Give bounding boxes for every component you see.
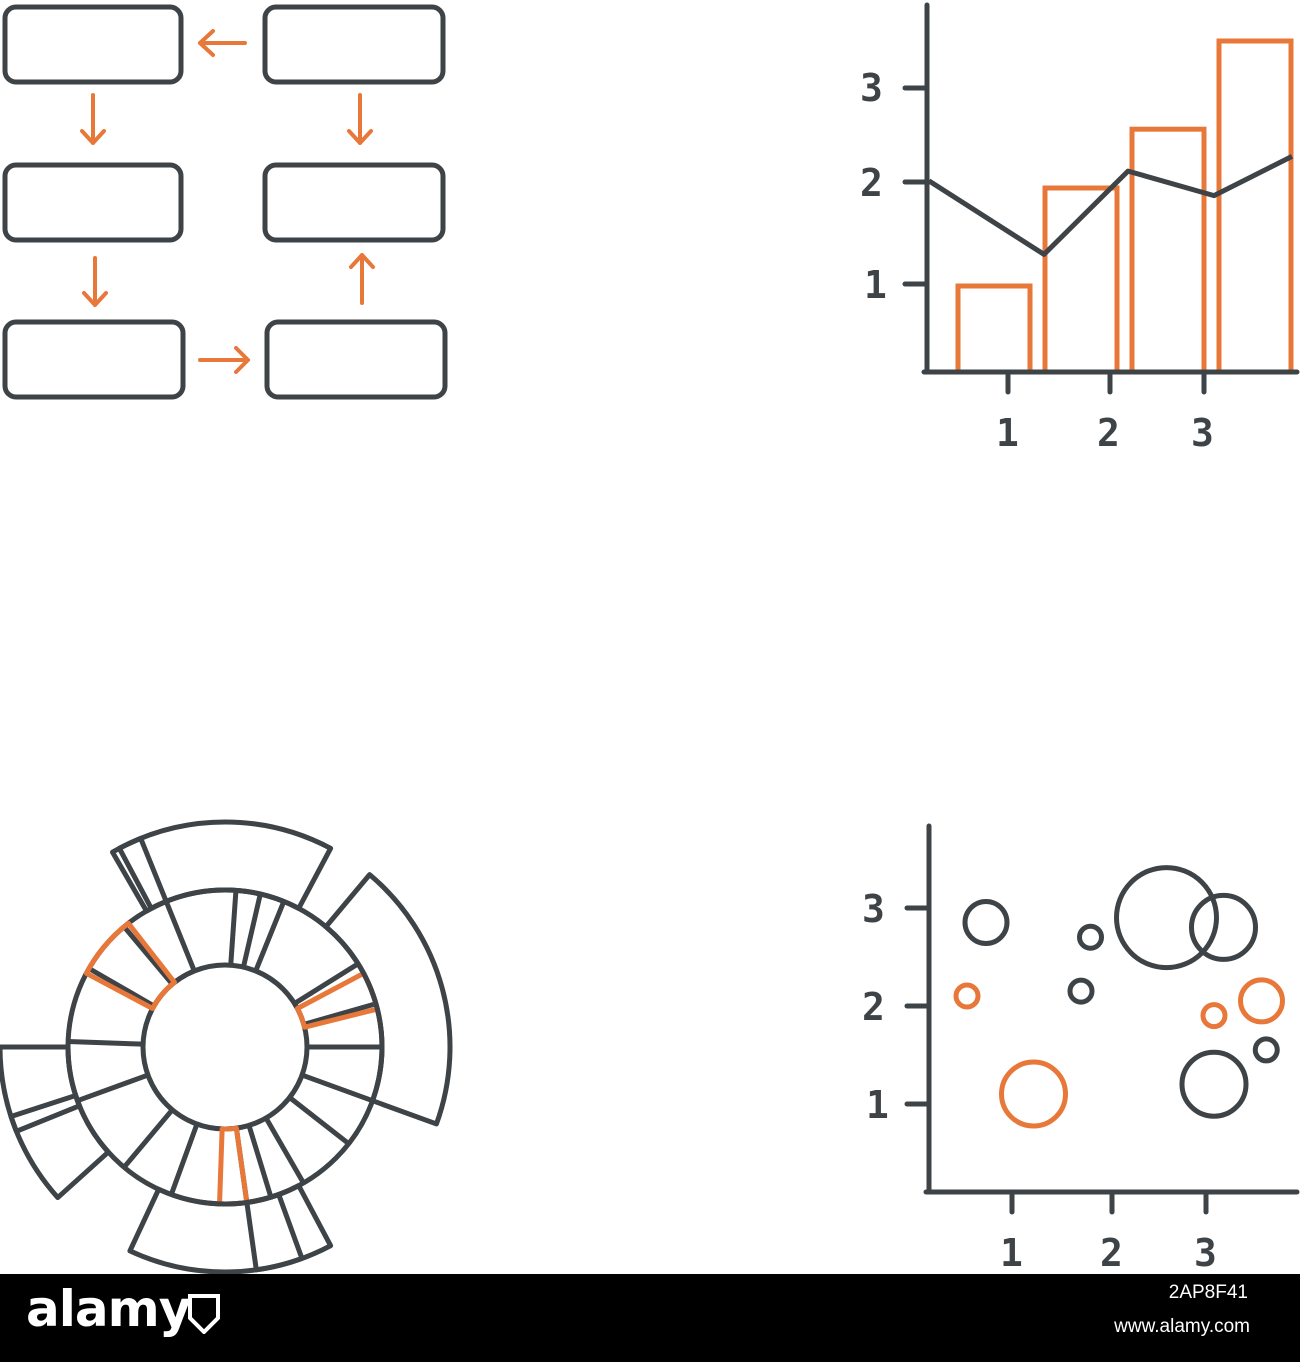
brand-logo-icon — [188, 1294, 220, 1334]
sunburst-divider — [303, 1001, 377, 1027]
x-tick-label: 1 — [996, 411, 1019, 455]
sunburst-divider — [246, 1124, 274, 1198]
sunburst-divider — [263, 1116, 306, 1185]
sunburst-outer-segment — [110, 835, 169, 914]
x-tick-label: 3 — [1194, 1231, 1217, 1274]
arrow-left-icon — [198, 29, 247, 57]
sunburst-divider — [76, 1072, 149, 1104]
image-id: 2AP8F41 — [1168, 1282, 1248, 1303]
sunburst-outer-segment — [8, 1093, 82, 1134]
bubble-chart-icon: 3 2 1 1 2 3 — [862, 823, 1300, 1274]
site-url: www.alamy.com — [1114, 1316, 1250, 1337]
x-tick-label: 2 — [1100, 1231, 1123, 1274]
bubble — [1114, 865, 1219, 971]
bar — [1129, 126, 1207, 375]
sunburst-divider — [288, 1095, 351, 1146]
arrow-up-icon — [349, 253, 375, 305]
bubble — [1077, 923, 1104, 951]
trend-line — [927, 154, 1294, 257]
sunburst-divider — [122, 925, 175, 986]
bubble — [953, 982, 981, 1010]
bar — [1216, 38, 1294, 375]
sunburst-divider — [122, 1108, 175, 1169]
sunburst-divider — [301, 1072, 374, 1104]
sunburst-divider — [87, 966, 156, 1009]
bubble — [1252, 1036, 1280, 1064]
arrow-right-icon — [198, 346, 250, 374]
combo-chart-icon: 3 2 1 1 2 3 — [860, 2, 1300, 455]
bubble — [1238, 977, 1285, 1025]
sunburst-outer-segment — [116, 819, 334, 911]
brand-logo: alamy — [26, 1280, 191, 1338]
sunburst-divider — [253, 900, 287, 972]
y-tick-label: 2 — [860, 161, 883, 205]
bubbles-group — [953, 865, 1285, 1129]
bubble — [1200, 1002, 1228, 1030]
icon-set: 3 2 1 1 2 3 3 2 1 1 2 3 — [0, 2, 1300, 1274]
sunburst-dividers — [68, 890, 382, 1207]
x-tick-label: 1 — [1000, 1231, 1023, 1274]
chart2-axes — [904, 823, 1300, 1215]
sunburst-outer-segment — [323, 872, 453, 1127]
flowchart-icon — [2, 4, 448, 400]
bubble — [962, 899, 1010, 946]
y-tick-label: 1 — [866, 1083, 889, 1127]
flow-box — [2, 319, 186, 400]
sunburst-divider — [228, 890, 239, 966]
bars-group — [955, 38, 1294, 375]
flow-box — [2, 162, 184, 243]
sunburst-divider — [68, 1039, 144, 1047]
sunburst-divider — [168, 1123, 200, 1196]
sunburst-outer-segment — [244, 1192, 305, 1273]
bar — [955, 283, 1033, 375]
sunburst-chart-icon — [0, 819, 453, 1274]
flow-box — [262, 162, 446, 243]
bubble — [1179, 1049, 1249, 1119]
sunburst-highlight-segment — [217, 1125, 250, 1207]
flow-box — [262, 4, 446, 85]
sunburst-highlight-segment — [83, 920, 178, 1011]
y-tick-label: 3 — [862, 887, 885, 931]
bubble — [1067, 977, 1095, 1005]
bubble — [999, 1059, 1068, 1129]
watermark-footer: alamy 2AP8F41 www.alamy.com — [0, 1274, 1300, 1362]
y-tick-label: 1 — [864, 263, 887, 307]
sunburst-divider — [241, 893, 263, 968]
sunburst-divider — [163, 900, 197, 972]
x-tick-label: 2 — [1097, 411, 1120, 455]
x-tick-label: 3 — [1191, 411, 1214, 455]
y-tick-label: 2 — [862, 985, 885, 1029]
chart1-axes — [902, 2, 1300, 395]
flow-box — [2, 4, 184, 85]
arrow-down-icon — [82, 256, 108, 307]
sunburst-outer-segment — [0, 1044, 111, 1201]
sunburst-divider — [293, 961, 360, 1006]
sunburst-outer-segments — [0, 819, 453, 1274]
bubble — [1189, 892, 1258, 962]
arrow-down-icon — [80, 93, 106, 145]
arrow-down-icon — [347, 93, 373, 145]
flow-box — [264, 319, 448, 400]
y-tick-label: 3 — [860, 66, 883, 110]
